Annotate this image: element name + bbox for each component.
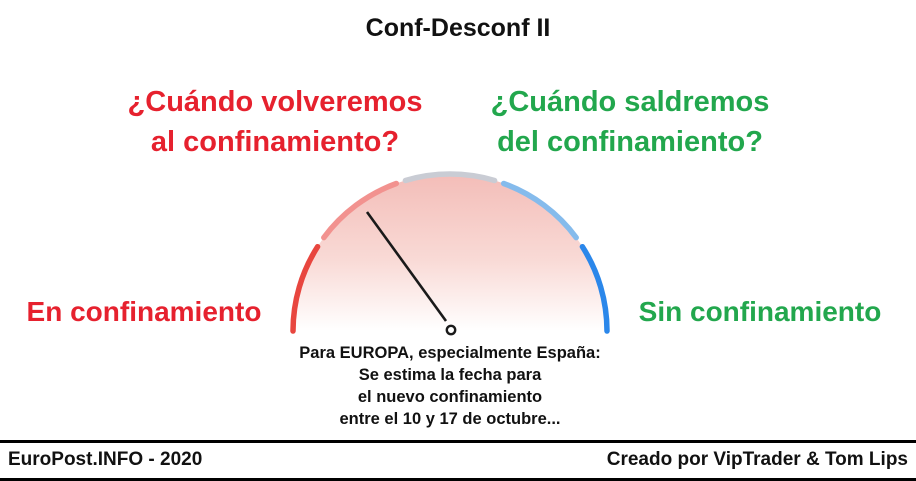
question-left-line2: al confinamiento? xyxy=(150,126,400,158)
gauge-needle xyxy=(365,211,448,322)
footer-bar: EuroPost.INFO - 2020 Creado por VipTrade… xyxy=(0,440,916,481)
question-left-line1: ¿Cuándo volveremos xyxy=(127,86,423,118)
annotation-line-2: Se estima la fecha para xyxy=(358,366,542,384)
gauge-arc-gray xyxy=(402,171,498,184)
question-right-line1: ¿Cuándo saldremos xyxy=(490,86,770,118)
footer-source: EuroPost.INFO - 2020 xyxy=(8,449,203,470)
gauge-arc-light-blue xyxy=(500,180,579,241)
gauge-interior xyxy=(293,174,607,331)
page-title: Conf-Desconf II xyxy=(365,14,551,42)
question-left: ¿Cuándo volveremos al confinamiento? xyxy=(70,82,480,162)
annotation-line-3: el nuevo confinamiento xyxy=(357,388,543,406)
annotation-line-1: Para EUROPA, especialmente España: xyxy=(299,344,601,362)
question-right: ¿Cuándo saldremos del confinamiento? xyxy=(455,82,805,162)
footer-credit: Creado por VipTrader & Tom Lips xyxy=(606,449,908,470)
question-right-line2: del confinamiento? xyxy=(497,126,763,158)
gauge-right-label: Sin confinamiento xyxy=(638,296,882,327)
gauge-arc-strong-red xyxy=(290,243,321,334)
gauge-arc-light-red xyxy=(321,180,400,241)
annotation-line-4: entre el 10 y 17 de octubre... xyxy=(339,410,561,428)
gauge-annotation: Para EUROPA, especialmente España: Se es… xyxy=(250,342,650,430)
gauge-left-label: En confinamiento xyxy=(26,296,262,327)
gauge-arc-strong-blue xyxy=(579,243,610,334)
gauge-pivot xyxy=(445,324,457,336)
